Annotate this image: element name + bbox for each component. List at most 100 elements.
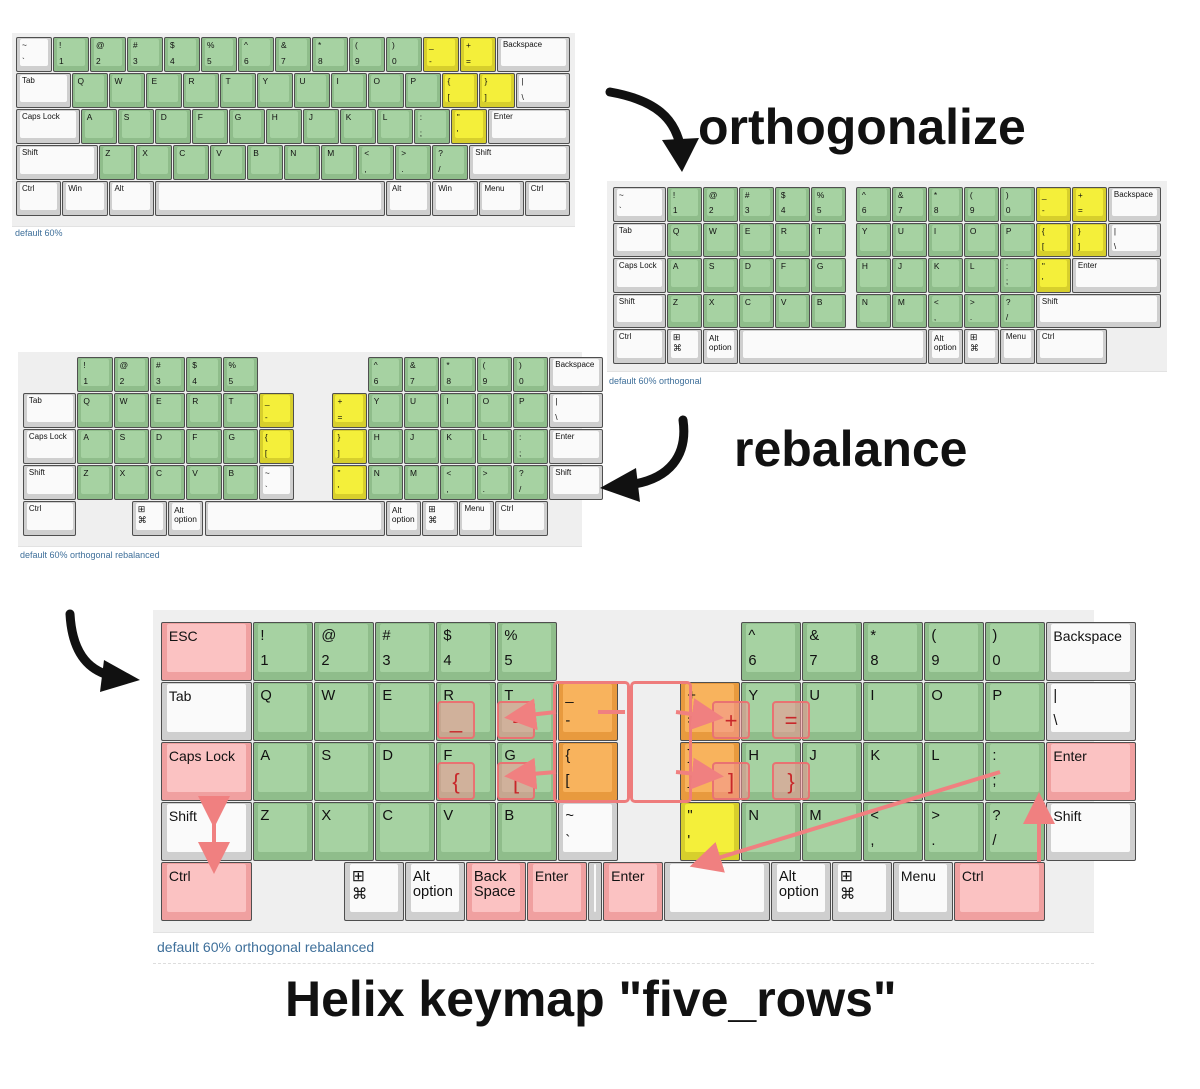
key-label: R — [188, 76, 195, 87]
key-label: P — [1005, 225, 1012, 236]
key-label: X — [321, 807, 332, 824]
key-label: Caps Lock — [28, 432, 67, 442]
key-label: ~ — [21, 40, 27, 51]
key-i: I — [862, 682, 923, 741]
key-label: V — [192, 468, 198, 479]
key-label: D — [382, 747, 393, 764]
key-label: Q — [260, 687, 272, 704]
key-label: Alt — [391, 505, 402, 515]
key-label: @ — [708, 190, 718, 201]
key-label: # — [744, 190, 750, 201]
key-label: M — [327, 148, 335, 159]
key-label: U — [410, 396, 417, 407]
arrow-minus — [504, 698, 557, 731]
key-h: H — [367, 429, 404, 464]
key-o: O — [476, 393, 513, 428]
key-sym: @2 — [703, 187, 738, 222]
key-label: " — [687, 807, 693, 824]
key-label: P — [410, 76, 417, 87]
key-win: ⊞ ⌘ — [667, 329, 702, 364]
key-j: J — [801, 742, 862, 801]
key-sublabel: ; — [1005, 276, 1009, 287]
key-s: S — [313, 742, 374, 801]
key-enter: Enter — [549, 429, 603, 464]
key-win: ⊞ ⌘ — [832, 862, 892, 921]
key-label: U — [299, 76, 306, 87]
key-label: C — [179, 148, 186, 159]
key-sublabel: 0 — [992, 653, 1001, 670]
key-label: F — [197, 112, 203, 123]
key-sym: + = — [331, 393, 367, 428]
key-label: D — [155, 432, 162, 443]
key-label: Win — [68, 184, 82, 194]
key-label: & — [410, 360, 416, 371]
key-o: O — [964, 222, 999, 257]
key-r: R — [186, 393, 222, 428]
key-shift: Shift — [613, 293, 666, 328]
arrow-bracket-left — [504, 757, 557, 790]
key-label: Alt — [391, 184, 402, 194]
key-sublabel: 6 — [243, 55, 249, 66]
key-label: Y — [373, 396, 380, 407]
key-z: Z — [99, 145, 136, 180]
keyboard-panel-orthogonal: ~ `! 1 @2 #3 $4% 5 ^ 6 & 7 * 8(9) 0 _ - + = Backspace Tab Q W… — [607, 181, 1167, 372]
key-sublabel: 4 — [169, 55, 175, 66]
key-sublabel: / — [992, 833, 997, 850]
key-x: X — [703, 293, 738, 328]
keyboard-panel-rebalanced: ! 1 @2 #3 $4% 5 ^ 6 & 7 * 8(9) 0 Backspace Tab Q W E R T _ - +… — [18, 352, 603, 547]
key-m: M — [321, 145, 358, 180]
key-l: L — [476, 429, 513, 464]
key-sublabel: - — [1041, 205, 1045, 216]
key-z: Z — [77, 465, 113, 500]
key-tab: Tab — [161, 682, 252, 741]
key-label: L — [969, 261, 975, 272]
key-sublabel: option — [778, 884, 819, 901]
key-label: ~ — [565, 807, 574, 824]
key-o: O — [923, 682, 984, 741]
key-label: Tab — [168, 687, 192, 704]
key-label: C — [744, 296, 751, 307]
key-label: S — [123, 112, 130, 123]
key-sublabel: 4 — [780, 205, 786, 216]
key-sym: @2 — [113, 357, 150, 392]
key-label: Q — [83, 396, 90, 407]
key-label: E — [155, 396, 162, 407]
key-sym: ! 1 — [77, 357, 113, 392]
key-label: Enter — [611, 867, 645, 884]
key-sublabel: - — [565, 713, 571, 730]
key-sublabel: option — [391, 513, 415, 524]
key-label: } — [484, 76, 488, 87]
key-n: N — [367, 465, 404, 500]
key-label: Alt — [778, 869, 797, 885]
key-label: Backspace — [1113, 190, 1154, 200]
key-sublabel: 1 — [672, 205, 678, 216]
key-sublabel: 5 — [504, 653, 513, 670]
key-sym: }] — [1072, 222, 1107, 257]
key-ctrl: Ctrl — [161, 862, 252, 921]
key-q: Q — [667, 222, 702, 257]
key-label: U — [809, 687, 820, 704]
key-sym: $4 — [775, 187, 810, 222]
key-sublabel: \ — [521, 91, 524, 102]
key-win: ⊞ ⌘ — [422, 501, 458, 536]
key-backspace: Backspace — [549, 357, 603, 392]
windows-icon: ⊞ — [969, 332, 978, 343]
arrow-to-helix-head — [100, 660, 140, 692]
key-t: T — [811, 222, 846, 257]
key-label: Win — [438, 184, 452, 194]
key-enter: Enter — [487, 109, 570, 144]
key-label: K — [345, 112, 352, 123]
key-sublabel: - — [428, 55, 432, 66]
key-label: E — [744, 225, 751, 236]
key-label: Q — [77, 76, 84, 87]
key-label: Alt — [114, 184, 124, 194]
key-g: G — [228, 109, 265, 144]
arrow-enter-to-thumb — [689, 770, 1001, 873]
key-sublabel: ' — [1041, 276, 1044, 287]
key-sym: | \ — [1108, 222, 1161, 257]
key-label: O — [931, 687, 943, 704]
key-label: Shift — [475, 148, 492, 158]
key-sym: :; — [413, 109, 450, 144]
key-sym: ^ 6 — [367, 357, 404, 392]
key-label: H — [748, 747, 759, 764]
